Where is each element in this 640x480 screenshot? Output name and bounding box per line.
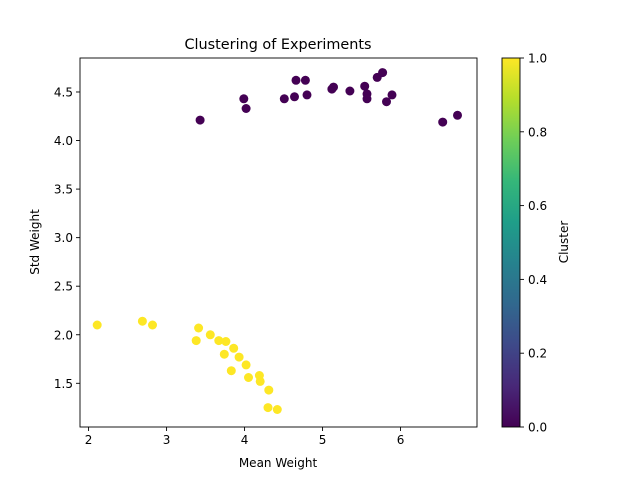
data-point-cluster-1 bbox=[244, 373, 253, 382]
colorbar-tick-label: 0.0 bbox=[528, 421, 547, 435]
y-axis: 1.5 2.0 2.5 3.0 3.5 4.0 4.5 bbox=[54, 85, 80, 391]
colorbar-tick-label: 0.6 bbox=[528, 199, 547, 213]
colorbar-tick-label: 0.4 bbox=[528, 273, 547, 287]
x-tick-label: 5 bbox=[319, 433, 327, 447]
x-tick-label: 2 bbox=[85, 433, 93, 447]
data-point-cluster-0 bbox=[378, 68, 388, 78]
data-point-cluster-1 bbox=[255, 376, 265, 386]
data-point-cluster-0 bbox=[329, 82, 338, 92]
x-tick-label: 3 bbox=[163, 433, 171, 447]
data-point-cluster-0 bbox=[438, 117, 448, 127]
data-point-cluster-1 bbox=[264, 385, 274, 395]
colorbar bbox=[501, 57, 521, 428]
y-axis-label: Std Weight bbox=[28, 209, 42, 275]
data-point-cluster-0 bbox=[345, 86, 355, 96]
data-point-cluster-0 bbox=[279, 94, 289, 104]
data-point-cluster-1 bbox=[92, 320, 102, 330]
data-point-cluster-0 bbox=[291, 75, 301, 85]
y-tick-label: 1.5 bbox=[54, 377, 73, 391]
data-point-cluster-0 bbox=[453, 110, 462, 120]
y-tick-label: 4.0 bbox=[54, 134, 73, 148]
data-point-cluster-1 bbox=[241, 360, 251, 370]
data-point-cluster-1 bbox=[148, 320, 157, 330]
x-axis: 2 3 4 5 6 bbox=[85, 427, 405, 447]
data-point-cluster-0 bbox=[382, 97, 391, 107]
chart-title: Clustering of Experiments bbox=[185, 37, 372, 53]
data-point-cluster-0 bbox=[362, 94, 372, 104]
colorbar-tick-label: 1.0 bbox=[528, 52, 547, 66]
y-tick-label: 3.0 bbox=[54, 231, 73, 245]
plot-area bbox=[92, 68, 462, 414]
data-point-cluster-1 bbox=[272, 405, 282, 414]
colorbar-tick-label: 0.2 bbox=[528, 347, 547, 361]
data-point-cluster-0 bbox=[239, 94, 249, 104]
data-point-cluster-1 bbox=[191, 336, 201, 346]
data-point-cluster-1 bbox=[194, 323, 204, 333]
data-point-cluster-1 bbox=[234, 352, 244, 362]
data-point-cluster-1 bbox=[263, 403, 273, 413]
data-point-cluster-1 bbox=[205, 330, 215, 340]
data-point-cluster-0 bbox=[302, 90, 312, 100]
y-tick-label: 2.0 bbox=[54, 328, 73, 342]
y-tick-label: 4.5 bbox=[54, 85, 73, 99]
data-point-cluster-1 bbox=[214, 336, 224, 346]
data-point-cluster-1 bbox=[229, 343, 239, 353]
data-point-cluster-1 bbox=[137, 316, 147, 326]
data-point-cluster-1 bbox=[221, 337, 231, 346]
data-point-cluster-1 bbox=[226, 366, 236, 376]
data-point-cluster-0 bbox=[241, 104, 251, 113]
data-point-cluster-0 bbox=[300, 75, 310, 85]
data-point-cluster-0 bbox=[360, 81, 370, 91]
x-tick-label: 4 bbox=[241, 433, 249, 447]
data-point-cluster-0 bbox=[195, 115, 205, 125]
colorbar-axis: 0.0 0.2 0.4 0.6 0.8 1.0 bbox=[520, 52, 547, 435]
colorbar-tick-label: 0.8 bbox=[528, 125, 547, 139]
y-tick-label: 2.5 bbox=[54, 280, 73, 294]
data-point-cluster-0 bbox=[387, 90, 397, 100]
x-tick-label: 6 bbox=[397, 433, 405, 447]
plot-frame bbox=[79, 57, 478, 428]
y-tick-label: 3.5 bbox=[54, 183, 73, 197]
colorbar-label: Cluster bbox=[557, 221, 571, 264]
data-point-cluster-0 bbox=[290, 92, 299, 102]
x-axis-label: Mean Weight bbox=[239, 456, 318, 470]
data-point-cluster-1 bbox=[219, 349, 229, 359]
